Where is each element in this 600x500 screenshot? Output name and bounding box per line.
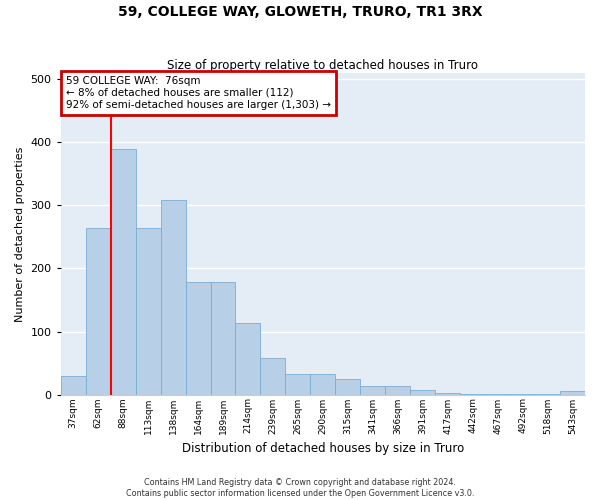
Text: 59 COLLEGE WAY:  76sqm
← 8% of detached houses are smaller (112)
92% of semi-det: 59 COLLEGE WAY: 76sqm ← 8% of detached h… (66, 76, 331, 110)
Bar (361, 386, 385, 394)
Bar (161, 200, 185, 394)
X-axis label: Distribution of detached houses by size in Truro: Distribution of detached houses by size … (182, 442, 464, 455)
Bar (410, 390, 435, 394)
Text: 59, COLLEGE WAY, GLOWETH, TRURO, TR1 3RX: 59, COLLEGE WAY, GLOWETH, TRURO, TR1 3RX (118, 5, 482, 19)
Bar (136, 228, 161, 394)
Text: Contains HM Land Registry data © Crown copyright and database right 2024.
Contai: Contains HM Land Registry data © Crown c… (126, 478, 474, 498)
Bar (86, 228, 110, 394)
Bar (310, 374, 335, 394)
Bar (61, 376, 86, 394)
Bar (235, 322, 260, 394)
Bar (286, 374, 310, 394)
Bar (385, 386, 410, 394)
Bar (435, 392, 460, 394)
Bar (110, 149, 136, 394)
Title: Size of property relative to detached houses in Truro: Size of property relative to detached ho… (167, 59, 478, 72)
Bar (335, 379, 361, 394)
Bar (185, 282, 211, 395)
Bar (211, 282, 235, 395)
Bar (260, 358, 286, 395)
Bar (560, 390, 585, 394)
Y-axis label: Number of detached properties: Number of detached properties (15, 146, 25, 322)
